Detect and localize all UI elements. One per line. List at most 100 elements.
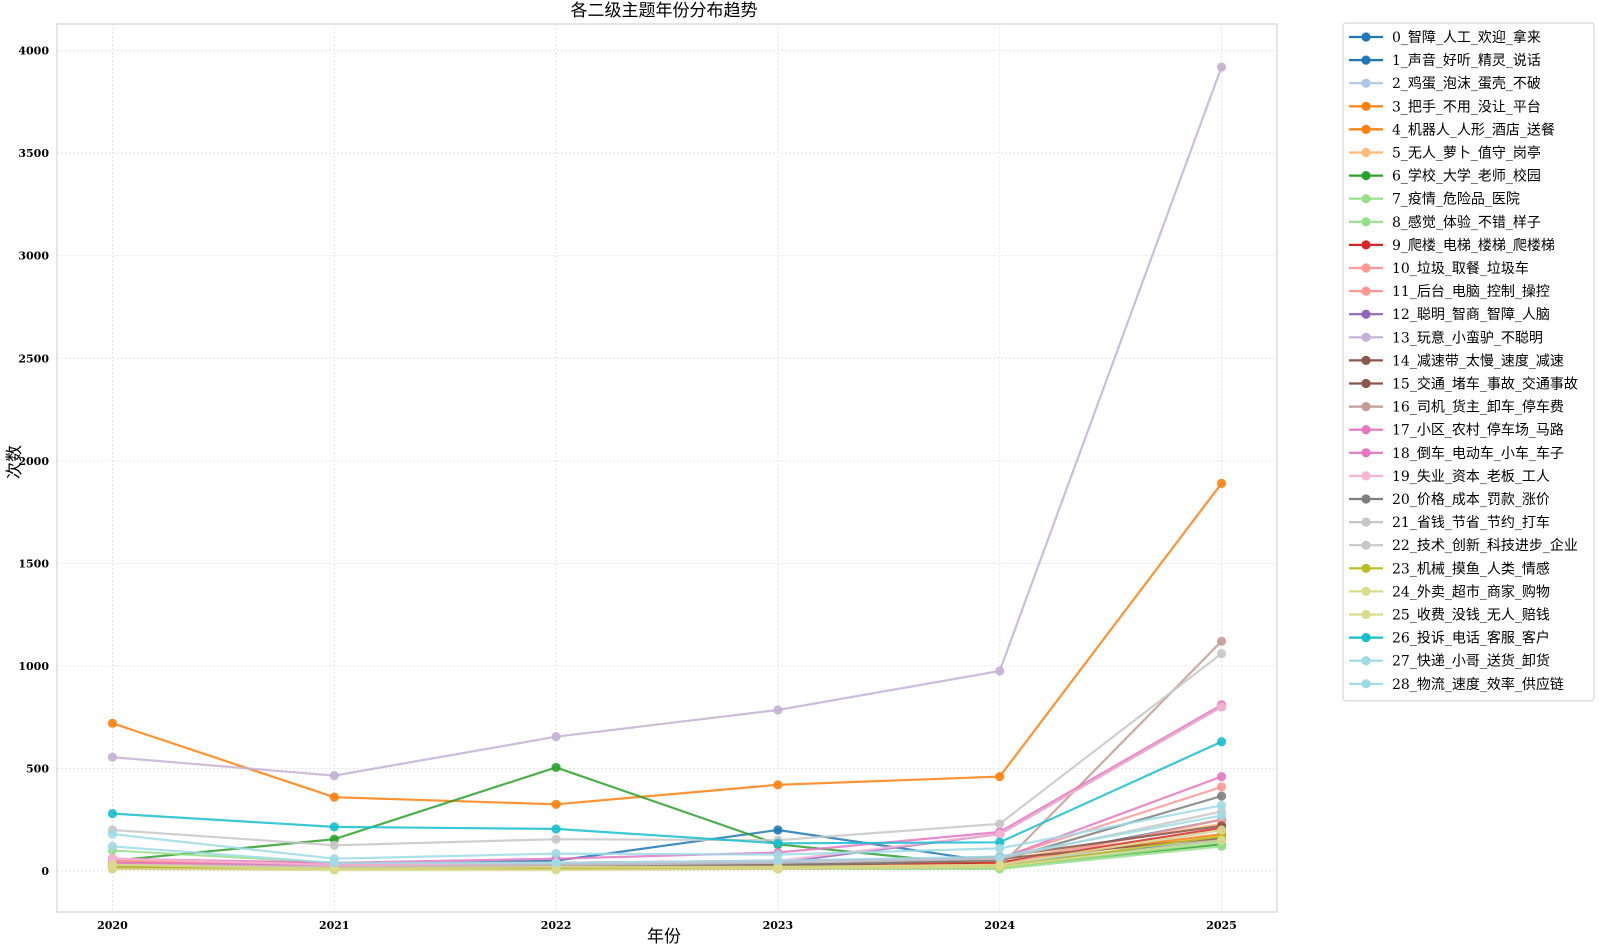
legend-marker xyxy=(1361,124,1371,134)
series-line xyxy=(112,828,1222,871)
legend-item: 8_感觉_体验_不错_样子 xyxy=(1349,214,1541,231)
legend-label: 6_学校_大学_老师_校园 xyxy=(1392,168,1541,185)
x-tick-label: 2020 xyxy=(97,919,128,932)
legend-label: 2_鸡蛋_泡沫_蛋壳_不破 xyxy=(1392,75,1541,92)
y-axis-title: 次数 xyxy=(5,445,25,479)
series-line xyxy=(112,839,1222,872)
data-point xyxy=(107,752,118,762)
legend-item: 25_收费_没钱_无人_赔钱 xyxy=(1349,608,1550,624)
legend-label: 0_智障_人工_欢迎_拿来 xyxy=(1392,29,1541,46)
legend-label: 10_垃圾_取餐_垃圾车 xyxy=(1392,260,1529,277)
legend-marker xyxy=(1361,240,1371,250)
legend-item: 14_减速带_太慢_速度_减速 xyxy=(1349,352,1564,369)
legend-marker xyxy=(1361,448,1371,458)
legend-marker xyxy=(1361,332,1371,342)
series-line xyxy=(112,804,1222,860)
legend-item: 9_爬楼_电梯_楼梯_爬楼梯 xyxy=(1349,238,1555,254)
data-point xyxy=(1216,62,1227,72)
data-point xyxy=(1216,800,1227,810)
data-point xyxy=(329,771,339,781)
data-point xyxy=(329,822,339,832)
data-point xyxy=(329,858,339,868)
data-point xyxy=(107,718,118,728)
legend-item: 21_省钱_节省_节约_打车 xyxy=(1349,514,1550,531)
y-tick-label: 2500 xyxy=(18,352,49,365)
legend-marker xyxy=(1361,609,1371,620)
legend-label: 26_投诉_电话_客服_客户 xyxy=(1392,630,1550,647)
legend-marker xyxy=(1361,309,1371,319)
data-point xyxy=(551,865,561,875)
chart-title: 各二级主题年份分布趋势 xyxy=(571,1,758,21)
legend-marker xyxy=(1361,517,1371,527)
x-axis-title: 年份 xyxy=(647,927,681,947)
legend-item: 23_机械_摸鱼_人类_情感 xyxy=(1349,560,1550,577)
legend-marker xyxy=(1361,471,1371,481)
legend-label: 4_机器人_人形_酒店_送餐 xyxy=(1392,122,1555,138)
legend-label: 11_后台_电脑_控制_操控 xyxy=(1392,284,1550,300)
data-point xyxy=(107,829,118,839)
legend-label: 9_爬楼_电梯_楼梯_爬楼梯 xyxy=(1392,238,1555,254)
data-point xyxy=(551,732,561,742)
data-point xyxy=(1216,811,1227,821)
data-point xyxy=(773,856,783,866)
legend-item: 26_投诉_电话_客服_客户 xyxy=(1349,630,1550,647)
legend-label: 17_小区_农村_停车场_马路 xyxy=(1392,422,1564,439)
legend-item: 2_鸡蛋_泡沫_蛋壳_不破 xyxy=(1349,75,1541,92)
legend-marker xyxy=(1361,402,1371,412)
series-line xyxy=(112,66,1223,777)
data-point xyxy=(1216,835,1227,845)
series-3 xyxy=(107,478,1227,809)
data-point xyxy=(329,840,339,850)
legend-item: 27_快递_小哥_送货_卸货 xyxy=(1349,653,1550,670)
data-point xyxy=(551,848,561,859)
series-line xyxy=(112,703,1223,864)
legend-label: 23_机械_摸鱼_人类_情感 xyxy=(1392,560,1550,577)
legend-marker xyxy=(1361,540,1371,550)
legend-label: 14_减速带_太慢_速度_减速 xyxy=(1392,352,1564,369)
legend-item: 6_学校_大学_老师_校园 xyxy=(1349,168,1541,185)
legend-marker xyxy=(1361,425,1371,435)
data-point xyxy=(1216,772,1227,782)
data-point xyxy=(995,772,1005,782)
data-point xyxy=(995,843,1005,854)
legend-label: 5_无人_萝卜_值守_岗亭 xyxy=(1392,145,1541,162)
data-point xyxy=(773,864,783,874)
y-tick-label: 500 xyxy=(26,762,49,775)
legend-item: 20_价格_成本_罚款_涨价 xyxy=(1349,492,1550,508)
legend-label: 3_把手_不用_没让_平台 xyxy=(1392,99,1541,115)
data-point xyxy=(1216,478,1227,488)
legend-marker xyxy=(1361,263,1371,273)
data-point xyxy=(773,705,783,715)
legend-item: 22_技术_创新_科技进步_企业 xyxy=(1349,537,1578,554)
legend-item: 19_失业_资本_老板_工人 xyxy=(1349,469,1550,485)
legend-item: 1_声音_好听_精灵_说话 xyxy=(1349,52,1541,69)
y-tick-label: 1000 xyxy=(18,660,49,673)
data-point xyxy=(995,819,1005,829)
y-tick-label: 0 xyxy=(41,865,49,878)
data-point xyxy=(1216,825,1227,835)
legend-label: 28_物流_速度_效率_供应链 xyxy=(1392,676,1564,693)
data-point xyxy=(107,808,118,819)
legend-item: 5_无人_萝卜_值守_岗亭 xyxy=(1349,145,1541,162)
legend-frame xyxy=(1342,22,1595,702)
y-axis-ticks: 0 500 1000 1500 2000 2500 3000 3500 4000 xyxy=(18,45,49,878)
data-point xyxy=(1216,702,1227,712)
data-point xyxy=(995,862,1005,872)
legend-marker xyxy=(1361,78,1371,88)
legend-marker xyxy=(1361,171,1371,181)
x-tick-label: 2022 xyxy=(541,919,572,932)
data-point xyxy=(773,780,783,790)
legend-label: 24_外卖_超市_商家_购物 xyxy=(1392,583,1550,600)
data-point xyxy=(995,829,1005,839)
legend-label: 20_价格_成本_罚款_涨价 xyxy=(1392,492,1550,508)
legend-item: 18_倒车_电动车_小车_车子 xyxy=(1349,445,1564,462)
data-point xyxy=(773,838,783,848)
series-28 xyxy=(107,811,1227,868)
data-point xyxy=(551,834,561,844)
series-27 xyxy=(107,800,1227,864)
legend-item: 28_物流_速度_效率_供应链 xyxy=(1349,676,1564,693)
data-point xyxy=(773,825,783,835)
series-lines xyxy=(107,62,1227,875)
legend-label: 22_技术_创新_科技进步_企业 xyxy=(1392,537,1578,554)
legend-label: 21_省钱_节省_节约_打车 xyxy=(1392,514,1550,531)
